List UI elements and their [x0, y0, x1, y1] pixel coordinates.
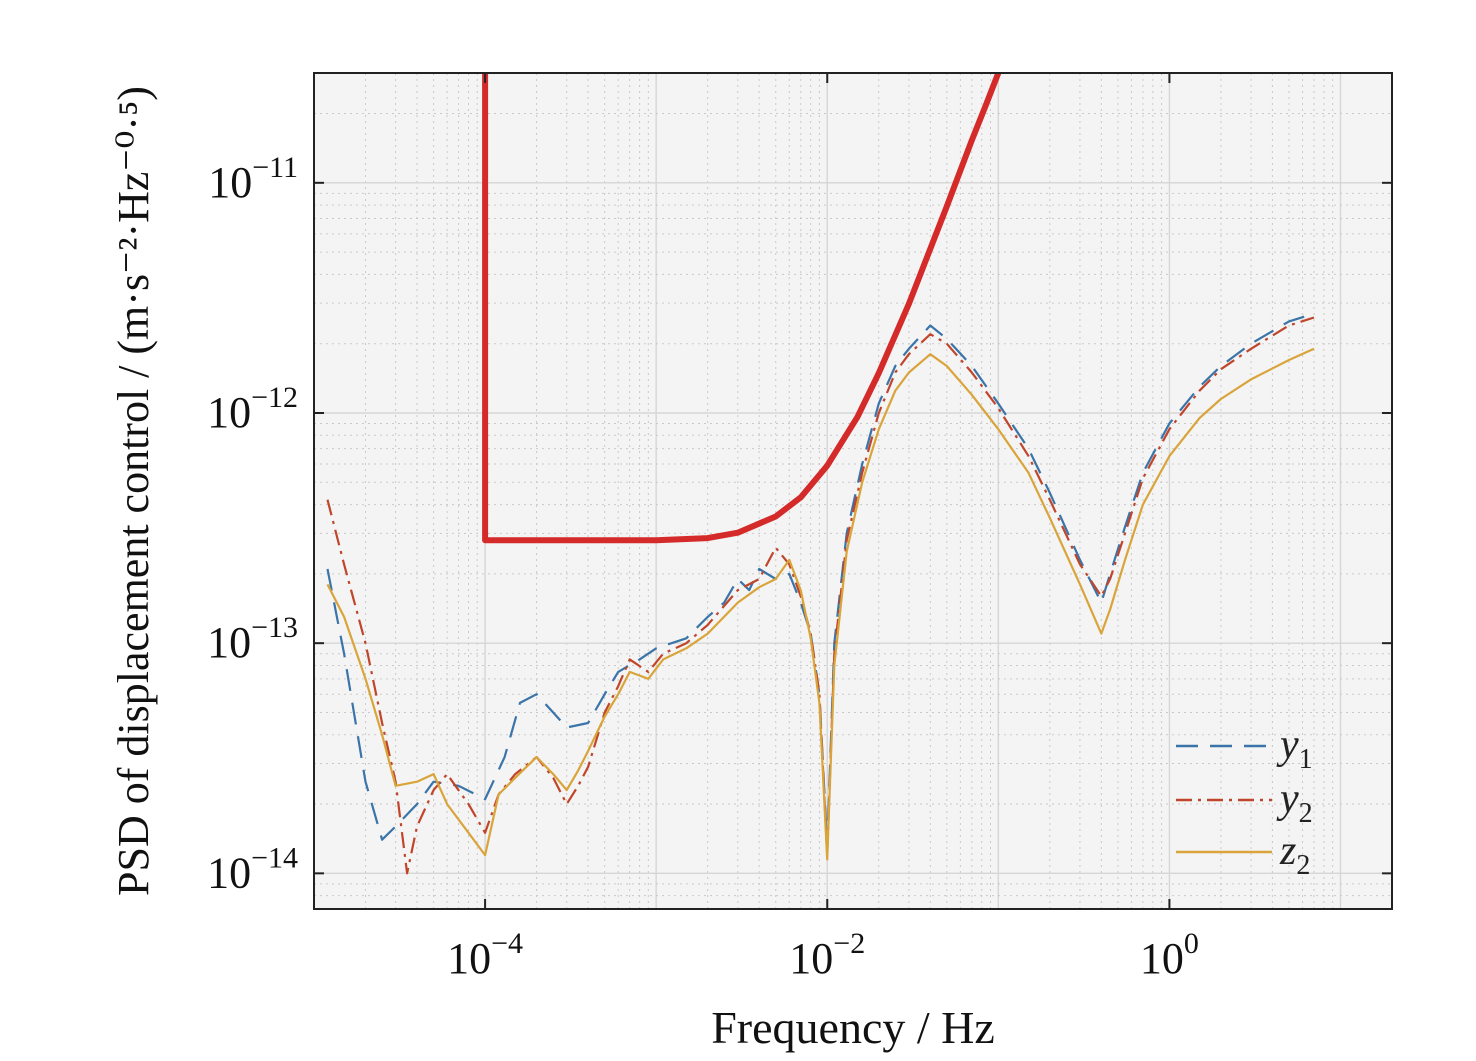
y-tick-label: 10−14: [207, 841, 298, 897]
legend-label-y1: y1: [1276, 722, 1313, 775]
x-tick-label: 10−4: [447, 927, 523, 983]
legend-label-z2: z2: [1279, 828, 1310, 881]
series-layer: [326, 73, 1315, 875]
x-axis-label: Frequency / Hz: [711, 1002, 995, 1053]
tick-layer: 10−4 10−2 100 10−14 10−13 10−12 10−11: [207, 73, 1392, 983]
legend-label-y2: y2: [1276, 776, 1313, 829]
series-y1-line: [326, 312, 1315, 849]
series-z2-line: [326, 347, 1315, 861]
y-tick-label: 10−11: [208, 151, 298, 207]
x-tick-label: 100: [1140, 927, 1199, 983]
plot-frame: [313, 72, 1393, 910]
x-tick-label: 10−2: [789, 927, 865, 983]
series-y2-line: [326, 316, 1315, 875]
plot-area: [314, 73, 1392, 909]
y-axis-label: PSD of displacement control / (m·s⁻²·Hz⁻…: [109, 86, 158, 896]
y-tick-label: 10−13: [207, 611, 298, 667]
requirement-curve: [482, 73, 1002, 544]
y-tick-label: 10−12: [207, 381, 298, 437]
grid: [313, 72, 1393, 910]
